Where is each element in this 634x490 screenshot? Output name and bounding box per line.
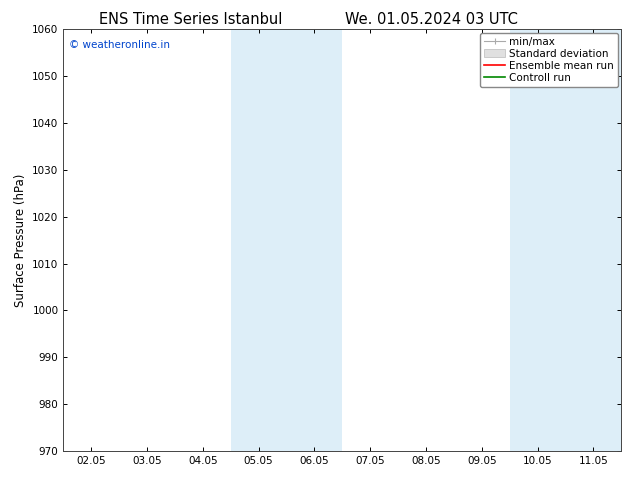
Legend: min/max, Standard deviation, Ensemble mean run, Controll run: min/max, Standard deviation, Ensemble me… (480, 32, 618, 87)
Text: We. 01.05.2024 03 UTC: We. 01.05.2024 03 UTC (345, 12, 517, 27)
Text: © weatheronline.in: © weatheronline.in (69, 40, 170, 50)
Bar (510, 29, 621, 451)
Bar (231, 29, 342, 451)
Y-axis label: Surface Pressure (hPa): Surface Pressure (hPa) (14, 173, 27, 307)
Text: ENS Time Series Istanbul: ENS Time Series Istanbul (98, 12, 282, 27)
